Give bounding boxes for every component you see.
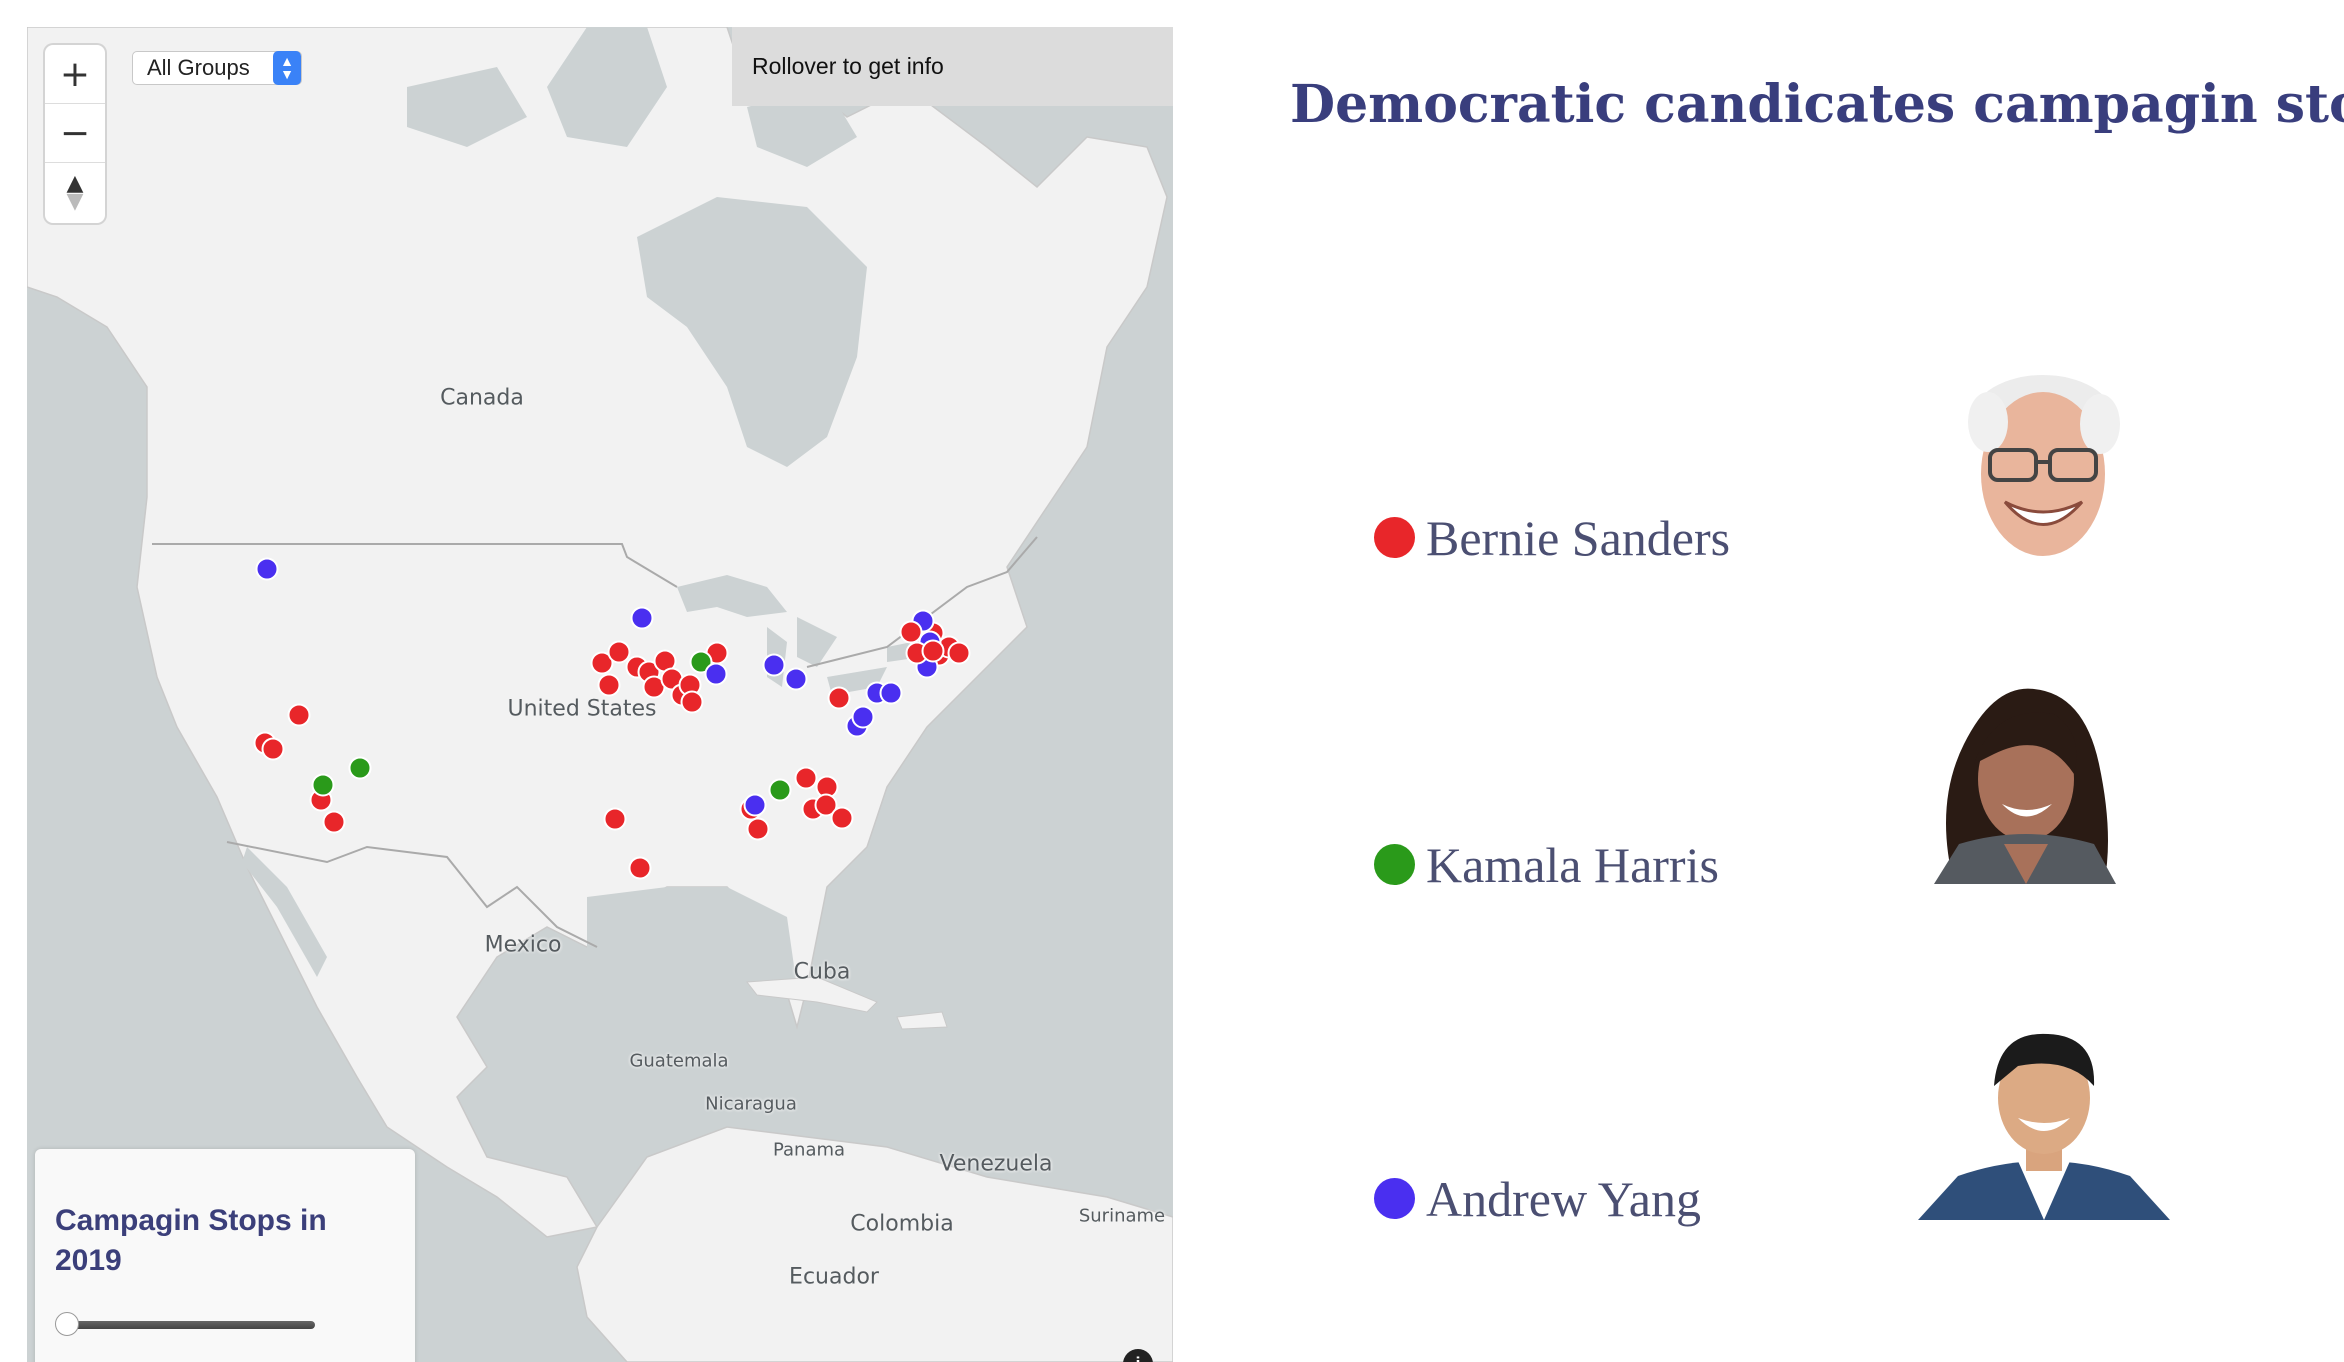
stop-marker-bernie[interactable] bbox=[598, 674, 621, 697]
kamala-harris-portrait bbox=[1934, 684, 2116, 884]
candidate-color-dot-bernie bbox=[1374, 517, 1415, 558]
stop-marker-andrew[interactable] bbox=[256, 558, 279, 581]
stop-marker-andrew[interactable] bbox=[785, 668, 808, 691]
stop-marker-bernie[interactable] bbox=[629, 857, 652, 880]
stop-marker-andrew[interactable] bbox=[744, 794, 767, 817]
zoom-out-button[interactable]: − bbox=[45, 104, 105, 163]
label-panama: Panama bbox=[773, 1140, 845, 1161]
candidate-color-dot-kamala bbox=[1374, 844, 1415, 885]
stop-marker-andrew[interactable] bbox=[880, 682, 903, 705]
rollover-hint: Rollover to get info bbox=[752, 53, 944, 80]
page-title: Democratic candicates campagin stops bbox=[1290, 74, 2330, 135]
stop-marker-bernie[interactable] bbox=[747, 818, 770, 841]
andrew-yang-portrait bbox=[1918, 1026, 2170, 1220]
label-suriname: Suriname bbox=[1079, 1206, 1165, 1227]
legend-title: Campagin Stops in 2019 bbox=[55, 1201, 355, 1281]
candidate-name-bernie: Bernie Sanders bbox=[1426, 509, 1730, 567]
candidate-color-dot-andrew bbox=[1374, 1178, 1415, 1219]
stop-marker-bernie[interactable] bbox=[262, 738, 285, 761]
rollover-info-panel: Rollover to get info bbox=[732, 27, 1173, 106]
stop-marker-kamala[interactable] bbox=[312, 774, 335, 797]
stop-marker-bernie[interactable] bbox=[831, 807, 854, 830]
year-legend-panel: Campagin Stops in 2019 bbox=[35, 1149, 415, 1362]
candidate-name-andrew: Andrew Yang bbox=[1426, 1170, 1701, 1228]
stop-marker-bernie[interactable] bbox=[900, 621, 923, 644]
stop-marker-bernie[interactable] bbox=[795, 767, 818, 790]
stop-marker-kamala[interactable] bbox=[349, 757, 372, 780]
zoom-controls: + − ▲ ▼ bbox=[45, 45, 105, 223]
campaign-stops-map[interactable]: Canada United States Mexico Cuba Guatema… bbox=[27, 27, 1173, 1362]
stop-marker-andrew[interactable] bbox=[631, 607, 654, 630]
stop-marker-andrew[interactable] bbox=[705, 663, 728, 686]
stop-marker-bernie[interactable] bbox=[323, 811, 346, 834]
label-cuba: Cuba bbox=[794, 960, 851, 985]
stop-marker-bernie[interactable] bbox=[828, 687, 851, 710]
label-canada: Canada bbox=[440, 386, 524, 411]
group-filter-select[interactable]: All Groups ▲ ▼ bbox=[132, 51, 302, 85]
year-slider[interactable] bbox=[59, 1321, 315, 1329]
label-colombia: Colombia bbox=[850, 1212, 953, 1237]
label-ecuador: Ecuador bbox=[789, 1265, 879, 1290]
bernie-sanders-portrait bbox=[1960, 362, 2126, 562]
stop-marker-kamala[interactable] bbox=[769, 779, 792, 802]
select-arrows-icon: ▲ ▼ bbox=[273, 51, 301, 85]
year-slider-thumb[interactable] bbox=[55, 1312, 79, 1336]
stop-marker-bernie[interactable] bbox=[948, 642, 971, 665]
stop-marker-bernie[interactable] bbox=[922, 640, 945, 663]
compass-south-icon: ▼ bbox=[67, 193, 84, 211]
label-venezuela: Venezuela bbox=[940, 1152, 1053, 1177]
group-filter-value: All Groups bbox=[147, 55, 250, 81]
stop-marker-andrew[interactable] bbox=[763, 654, 786, 677]
label-united-states: United States bbox=[508, 697, 657, 722]
stop-marker-andrew[interactable] bbox=[852, 706, 875, 729]
stop-marker-bernie[interactable] bbox=[604, 808, 627, 831]
label-mexico: Mexico bbox=[485, 933, 562, 958]
stop-marker-bernie[interactable] bbox=[681, 691, 704, 714]
zoom-in-button[interactable]: + bbox=[45, 45, 105, 104]
stop-marker-bernie[interactable] bbox=[288, 704, 311, 727]
label-nicaragua: Nicaragua bbox=[705, 1094, 797, 1115]
candidate-name-kamala: Kamala Harris bbox=[1426, 836, 1719, 894]
compass-reset-button[interactable]: ▲ ▼ bbox=[45, 163, 105, 222]
label-guatemala: Guatemala bbox=[629, 1051, 728, 1072]
